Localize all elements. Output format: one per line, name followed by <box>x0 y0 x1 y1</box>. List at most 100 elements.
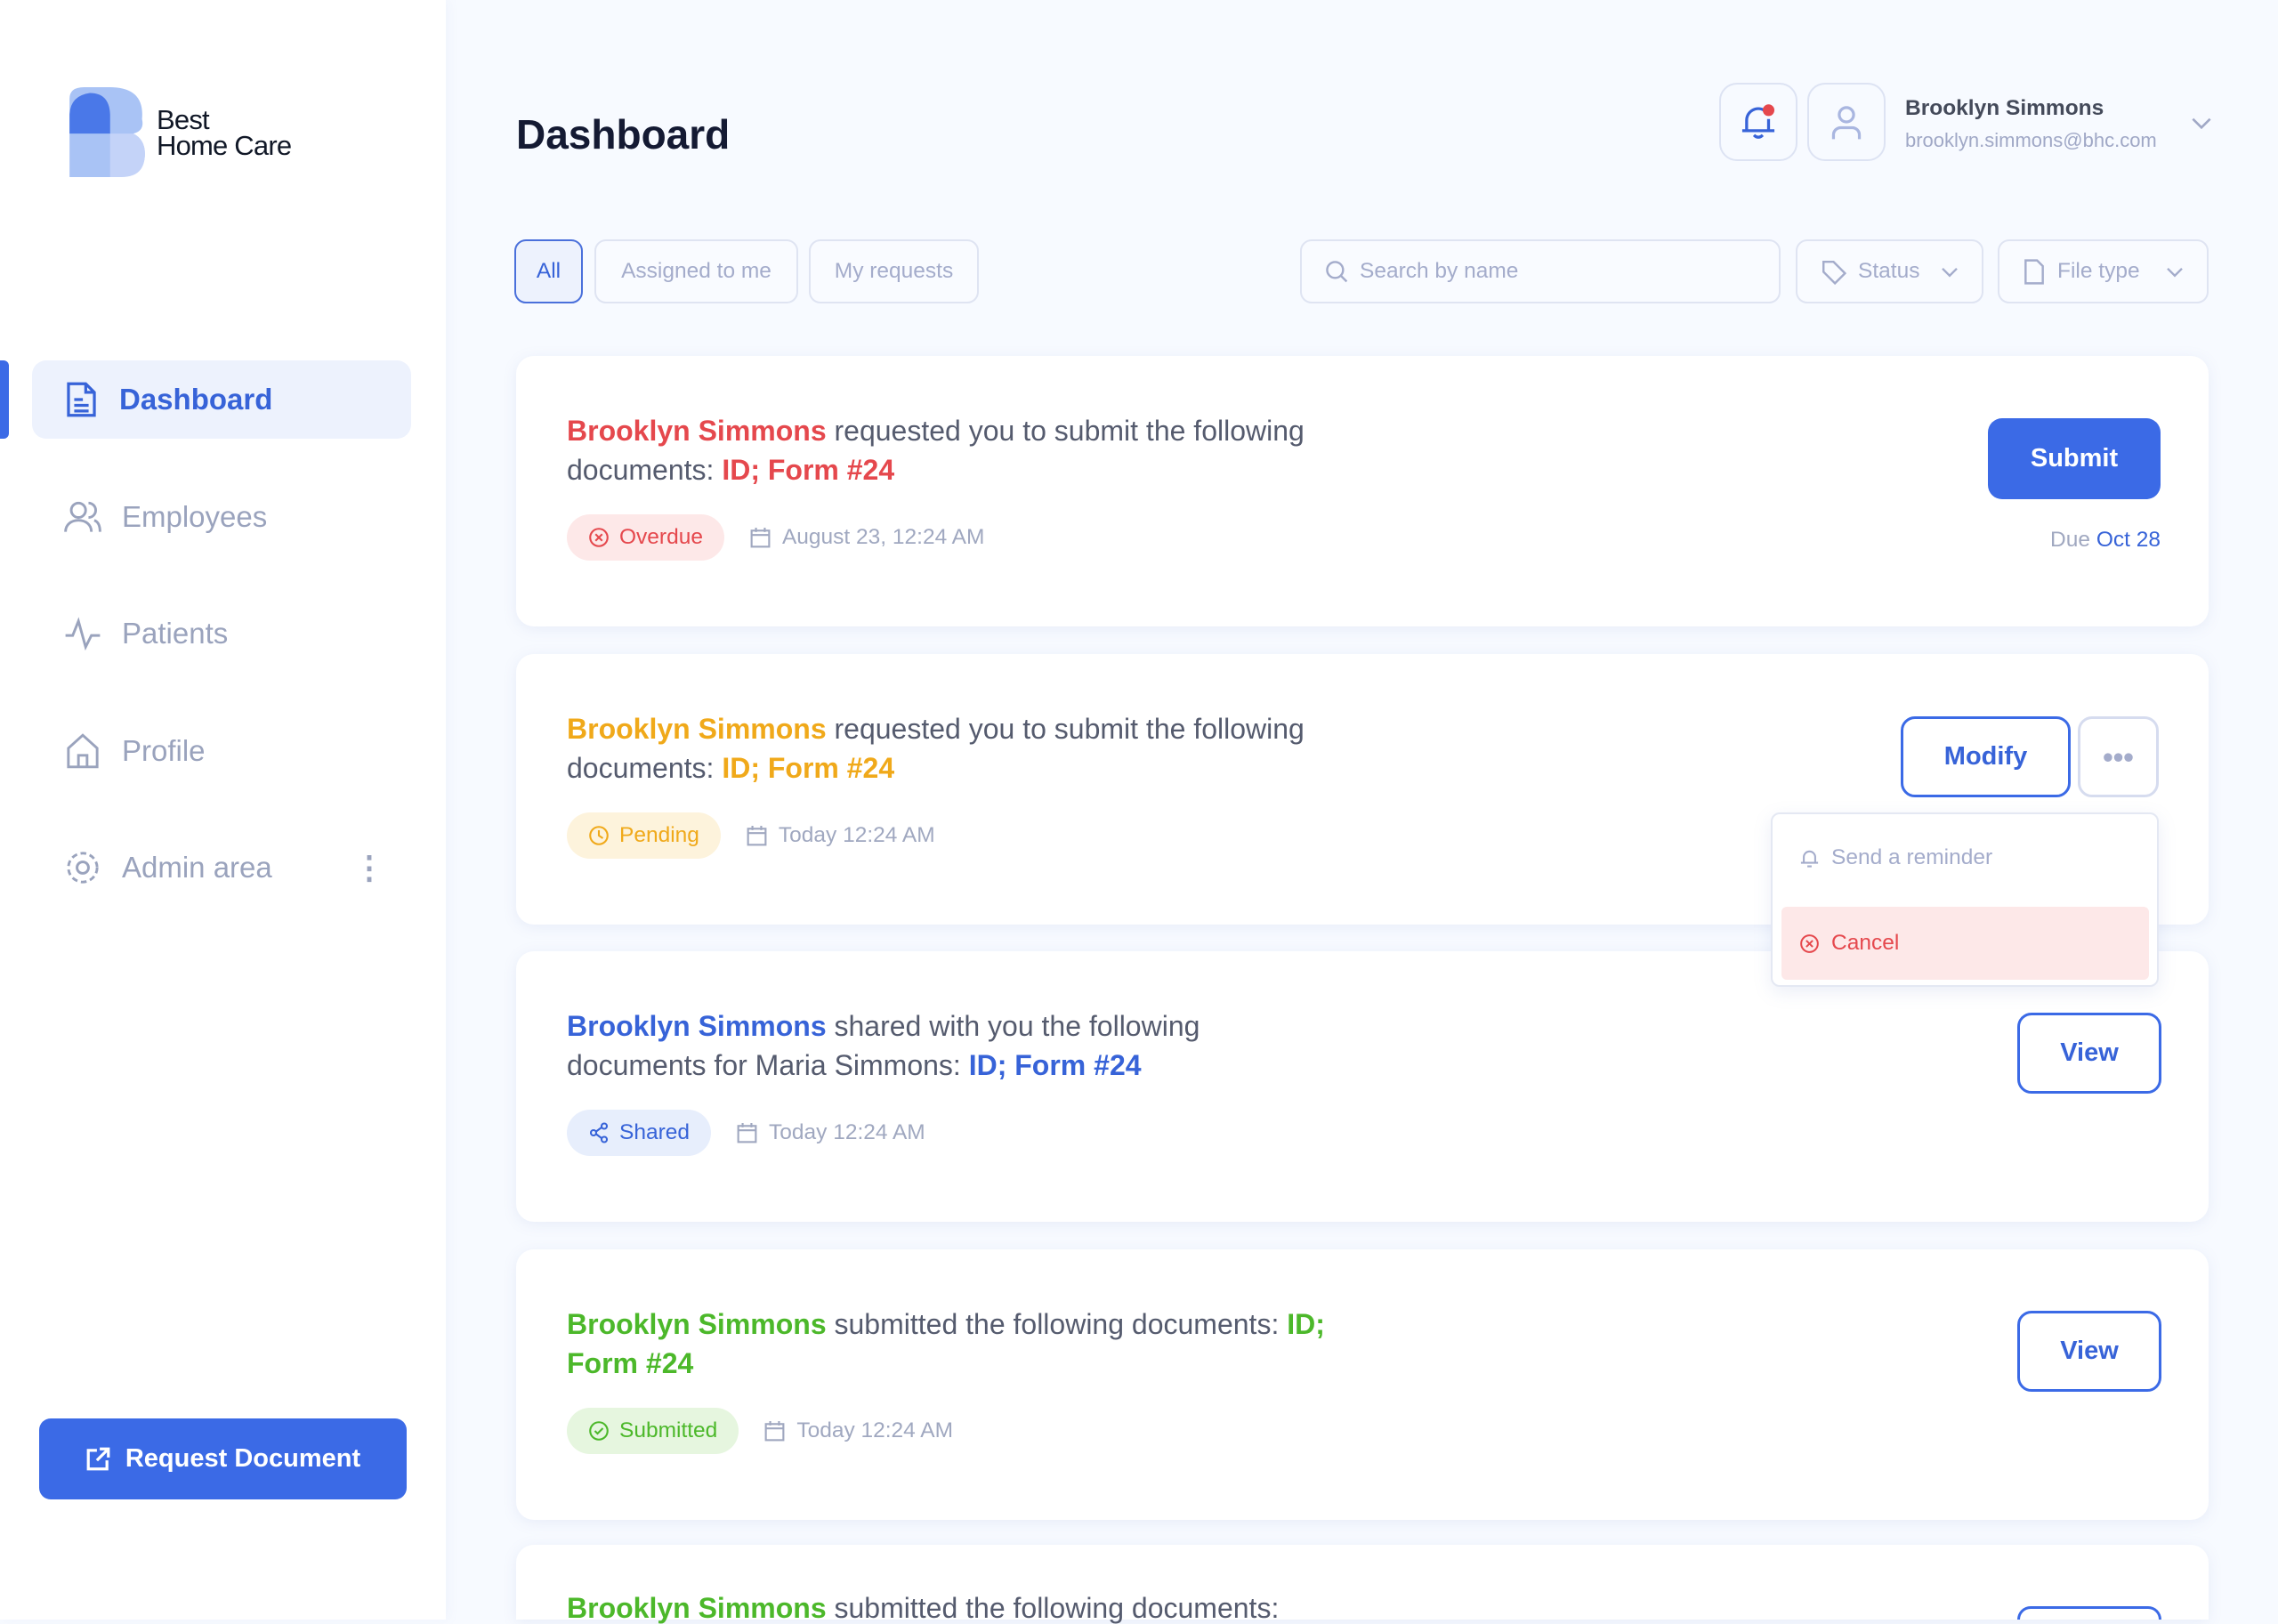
sidebar-item-label: Profile <box>122 734 206 767</box>
calendar-icon <box>764 1420 785 1441</box>
document-icon <box>67 382 96 417</box>
search-placeholder: Search by name <box>1360 259 1519 283</box>
sidebar-item-employees[interactable]: Employees <box>32 478 411 556</box>
request-document-label: Request Document <box>125 1444 361 1473</box>
requester-name[interactable]: Brooklyn Simmons <box>567 1308 827 1340</box>
submit-button[interactable]: Submit <box>1988 418 2161 499</box>
file-type-label: File type <box>2057 259 2140 283</box>
search-input[interactable]: Search by name <box>1300 239 1781 303</box>
view-button[interactable]: View <box>2017 1013 2161 1094</box>
status-badge: Pending <box>567 812 721 859</box>
document-list[interactable]: ID; Form #24 <box>968 1049 1142 1081</box>
more-vertical-icon[interactable]: ⋮ <box>353 849 385 885</box>
sidebar-item-profile[interactable]: Profile <box>32 712 411 790</box>
file-icon <box>2024 258 2044 285</box>
status-badge: Overdue <box>567 514 724 561</box>
x-circle-icon <box>589 528 609 547</box>
message-text: submitted the following documents: <box>826 1308 1288 1340</box>
request-card: Brooklyn Simmons submitted the following… <box>516 1249 2209 1520</box>
notifications-button[interactable] <box>1719 83 1797 161</box>
due-date-value: Oct 28 <box>2096 528 2161 552</box>
users-icon <box>64 501 101 532</box>
chevron-down-icon[interactable] <box>2190 110 2213 136</box>
logo: Best Home Care <box>69 87 292 177</box>
status-label: Shared <box>619 1120 691 1144</box>
requester-name[interactable]: Brooklyn Simmons <box>567 1592 827 1624</box>
more-options-menu: Send a reminder Cancel <box>1771 812 2159 987</box>
view-button[interactable] <box>2017 1606 2161 1620</box>
status-dropdown[interactable]: Status <box>1796 239 1983 303</box>
chevron-down-icon <box>1942 267 1958 278</box>
share-icon <box>589 1122 609 1143</box>
request-card: Brooklyn Simmons submitted the following… <box>516 1545 2209 1622</box>
file-type-dropdown[interactable]: File type <box>1998 239 2209 303</box>
status-label: Overdue <box>619 525 703 549</box>
brand-line1: Best <box>157 103 210 135</box>
logo-icon <box>69 87 145 177</box>
external-link-icon <box>86 1447 110 1471</box>
date: Today 12:24 AM <box>778 823 935 847</box>
sidebar: Best Home Care Dashboard Employees Patien… <box>0 0 446 1620</box>
date: Today 12:24 AM <box>796 1418 954 1442</box>
sidebar-item-dashboard[interactable]: Dashboard <box>32 360 411 439</box>
request-card: Brooklyn Simmons requested you to submit… <box>516 356 2209 626</box>
modify-button[interactable]: Modify <box>1901 716 2071 797</box>
tab-assigned-to-me[interactable]: Assigned to me <box>594 239 798 303</box>
calendar-icon <box>750 527 771 547</box>
more-options-button[interactable]: ••• <box>2078 716 2159 797</box>
menu-item-label: Cancel <box>1831 931 1900 955</box>
bell-icon <box>1800 850 1819 868</box>
active-indicator <box>0 360 9 439</box>
search-icon <box>1326 261 1348 283</box>
sidebar-item-label: Employees <box>122 500 268 533</box>
status-badge: Shared <box>567 1110 712 1156</box>
date: Today 12:24 AM <box>769 1120 925 1144</box>
tab-all[interactable]: All <box>514 239 583 303</box>
x-circle-icon <box>1800 933 1819 953</box>
sidebar-item-label: Patients <box>122 617 229 650</box>
due-label: Due <box>2050 528 2090 552</box>
view-button[interactable]: View <box>2017 1311 2161 1392</box>
date: August 23, 12:24 AM <box>781 525 985 549</box>
due-date: Due Oct 28 <box>2050 528 2161 553</box>
status-label: Pending <box>619 823 699 847</box>
gear-icon <box>67 852 99 884</box>
brand-line2: Home Care <box>157 129 292 161</box>
user-name: Brooklyn Simmons <box>1905 96 2104 120</box>
sidebar-item-admin-area[interactable]: Admin area ⋮ <box>32 828 411 907</box>
cancel-menu-item[interactable]: Cancel <box>1781 907 2149 980</box>
requester-name[interactable]: Brooklyn Simmons <box>567 415 827 447</box>
document-list[interactable]: ID; Form #24 <box>567 1308 1325 1379</box>
message-text: submitted the following documents: <box>826 1592 1280 1624</box>
sidebar-item-patients[interactable]: Patients <box>32 594 411 673</box>
clock-icon <box>589 826 609 845</box>
menu-item-label: Send a reminder <box>1831 845 1993 869</box>
request-card: Brooklyn Simmons shared with you the fol… <box>516 951 2209 1222</box>
status-label: Status <box>1858 259 1920 283</box>
avatar[interactable] <box>1807 83 1886 161</box>
message-text: requested you to submit the following do… <box>567 415 1305 486</box>
message-text: requested you to submit the following do… <box>567 713 1305 784</box>
tab-my-requests[interactable]: My requests <box>809 239 979 303</box>
tag-icon <box>1822 260 1846 285</box>
message-text: shared with you the following documents … <box>567 1010 1200 1081</box>
document-list[interactable]: ID; Form #24 <box>722 454 895 486</box>
calendar-icon <box>737 1122 757 1143</box>
check-circle-icon <box>589 1421 609 1441</box>
requester-name[interactable]: Brooklyn Simmons <box>567 1010 827 1042</box>
status-badge: Submitted <box>567 1408 739 1454</box>
home-icon <box>67 733 99 769</box>
sidebar-item-label: Dashboard <box>119 383 273 416</box>
activity-icon <box>65 616 101 650</box>
user-email: brooklyn.simmons@bhc.com <box>1905 129 2157 151</box>
request-document-button[interactable]: Request Document <box>39 1418 407 1499</box>
document-list[interactable]: ID; Form #24 <box>722 752 895 784</box>
sidebar-item-label: Admin area <box>122 851 272 884</box>
status-label: Submitted <box>619 1418 718 1442</box>
calendar-icon <box>747 825 767 845</box>
requester-name[interactable]: Brooklyn Simmons <box>567 713 827 745</box>
send-reminder-menu-item[interactable]: Send a reminder <box>1781 821 2149 894</box>
bell-icon <box>1741 104 1775 139</box>
chevron-down-icon <box>2167 267 2183 278</box>
page-title: Dashboard <box>516 111 731 158</box>
